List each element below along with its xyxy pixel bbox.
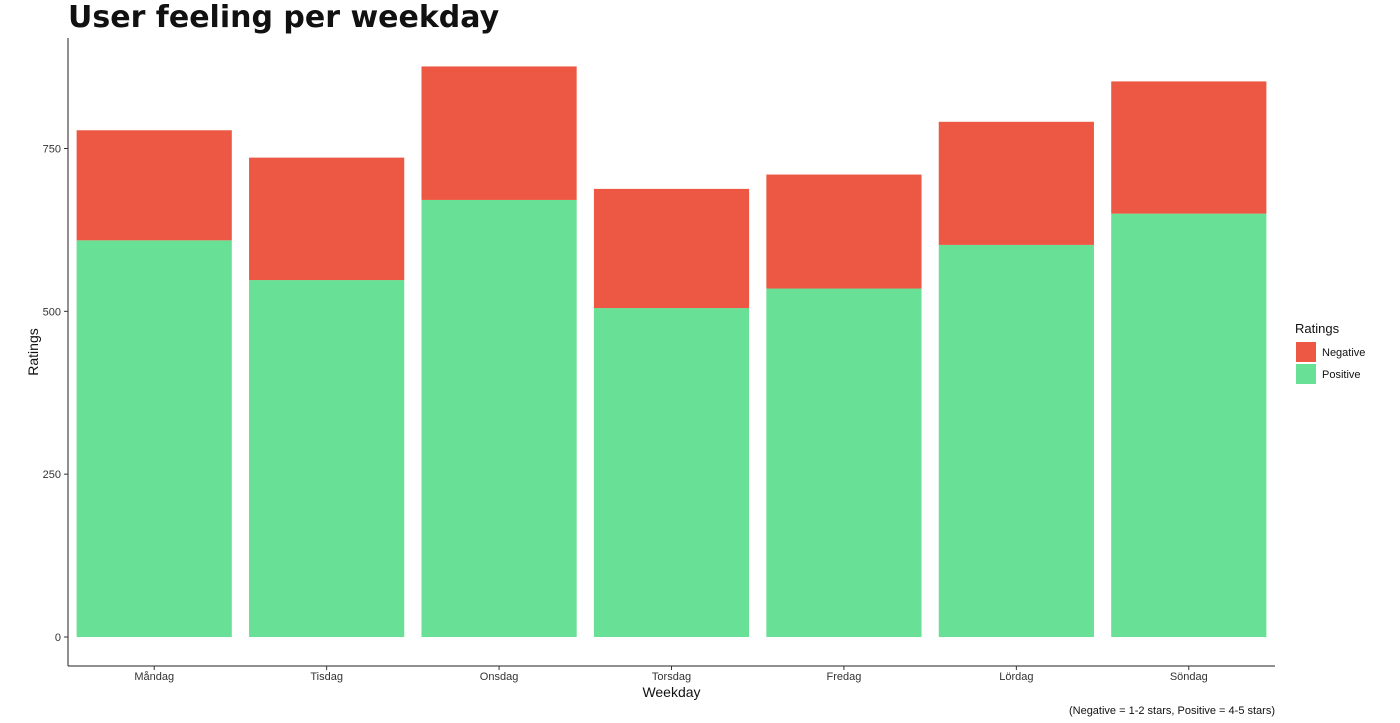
bar-negative-3 (421, 66, 577, 200)
bar-negative-5 (766, 174, 922, 289)
y-tick-label: 500 (43, 306, 61, 318)
bar-negative-4 (593, 188, 750, 309)
bar-negative-2 (249, 157, 405, 281)
legend-label-positive: Positive (1322, 369, 1361, 381)
y-tick-label: 0 (55, 632, 61, 644)
x-tick-label: Onsdag (480, 671, 519, 683)
bar-negative-1 (76, 130, 232, 241)
legend-key-positive (1296, 364, 1316, 384)
bar-negative-6 (938, 121, 1094, 245)
x-tick-label: Lördag (999, 671, 1033, 683)
bar-positive-3 (421, 199, 577, 637)
bar-positive-5 (766, 288, 922, 637)
legend-title: Ratings (1295, 321, 1340, 336)
bar-positive-4 (593, 308, 750, 637)
y-axis-ticks: 0 250 500 750 (43, 144, 68, 644)
bar-negative-7 (1111, 81, 1267, 214)
chart-title: User feeling per weekday (68, 0, 500, 35)
x-axis-title: Weekday (642, 684, 700, 700)
plot-bars (76, 66, 1267, 637)
y-axis-title: Ratings (25, 328, 41, 375)
legend: Ratings Negative Positive (1295, 321, 1365, 384)
x-tick-label: Fredag (826, 671, 861, 683)
legend-label-negative: Negative (1322, 347, 1365, 359)
legend-key-negative (1296, 342, 1316, 362)
x-tick-label: Torsdag (652, 671, 691, 683)
x-tick-label: Söndag (1170, 671, 1208, 683)
x-tick-label: Måndag (134, 671, 174, 683)
y-tick-label: 750 (43, 144, 61, 156)
bar-positive-2 (249, 280, 405, 637)
bar-positive-7 (1111, 213, 1267, 637)
x-tick-label: Tisdag (310, 671, 343, 683)
legend-items: Negative Positive (1296, 342, 1365, 384)
bar-positive-1 (76, 240, 232, 637)
chart-caption: (Negative = 1-2 stars, Positive = 4-5 st… (1069, 705, 1275, 717)
y-tick-label: 250 (43, 469, 61, 481)
x-axis-ticks: Måndag Tisdag Onsdag Torsdag Fredag Lördag Sön… (134, 666, 1208, 683)
bar-positive-6 (938, 244, 1094, 637)
